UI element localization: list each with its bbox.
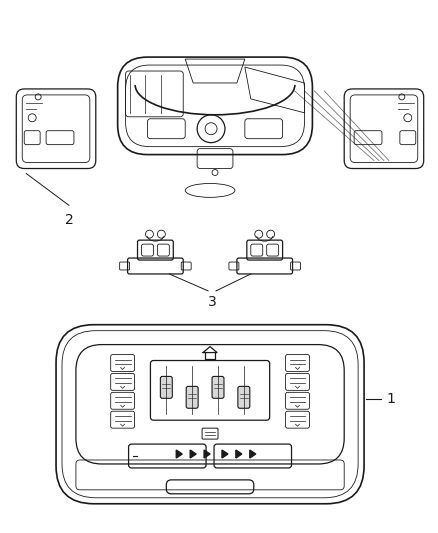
Polygon shape (222, 450, 228, 458)
Polygon shape (190, 450, 196, 458)
FancyBboxPatch shape (238, 386, 250, 408)
Text: 2: 2 (64, 213, 73, 227)
Polygon shape (250, 450, 256, 458)
FancyBboxPatch shape (186, 386, 198, 408)
FancyBboxPatch shape (160, 376, 172, 398)
Polygon shape (176, 450, 182, 458)
Polygon shape (204, 450, 210, 458)
Text: 3: 3 (208, 295, 216, 309)
Text: 1: 1 (387, 392, 396, 406)
Polygon shape (236, 450, 242, 458)
FancyBboxPatch shape (212, 376, 224, 398)
